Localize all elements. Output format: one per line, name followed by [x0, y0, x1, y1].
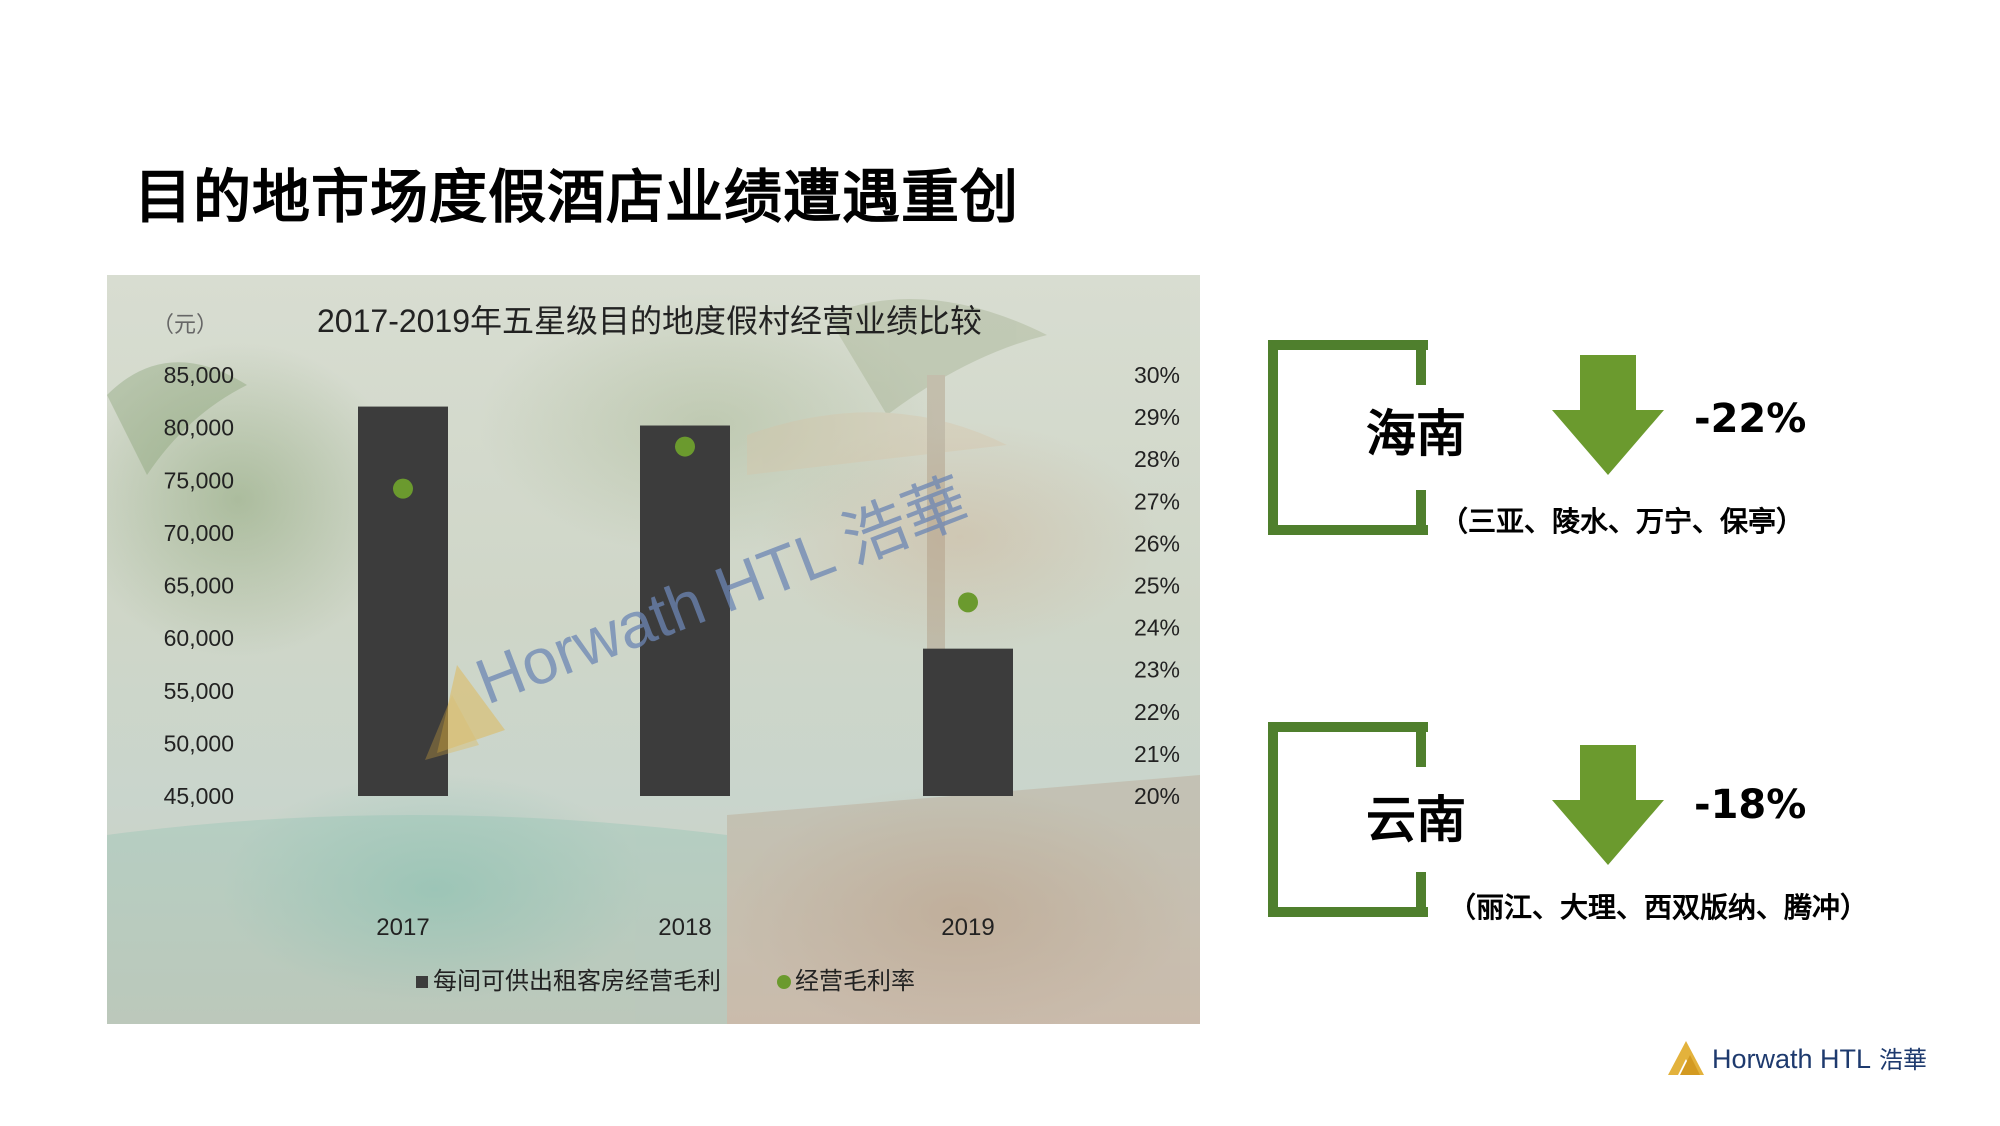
bar-series [358, 406, 1013, 796]
margin-point-2018 [675, 436, 695, 457]
y-tick-label: 50,000 [164, 730, 234, 756]
logo-mark-icon [1668, 1041, 1704, 1075]
y2-axis-ticks: 30% 29% 28% 27% 26% 25% 24% 23% 22% 21% 20% [1134, 362, 1180, 809]
region-name: 海南 [1366, 405, 1466, 463]
y2-tick-label: 30% [1134, 362, 1180, 388]
x-tick-label: 2018 [658, 914, 711, 941]
y2-tick-label: 28% [1134, 446, 1180, 472]
down-arrow-icon [1552, 745, 1664, 865]
legend-swatch-margin [777, 975, 791, 989]
region-name: 云南 [1366, 791, 1466, 849]
y2-tick-label: 29% [1134, 404, 1180, 430]
legend-swatch-bar [416, 976, 428, 988]
y-axis-unit-label: （元） [152, 313, 218, 338]
y2-tick-label: 25% [1134, 573, 1180, 599]
y-tick-label: 85,000 [164, 362, 234, 388]
y2-tick-label: 27% [1134, 488, 1180, 514]
change-percent: -18% [1694, 782, 1807, 828]
margin-series [393, 436, 978, 613]
y-tick-label: 60,000 [164, 625, 234, 651]
chart-panel: 2017-2019年五星级目的地度假村经营业绩比较 （元） 85,000 80,0… [107, 275, 1200, 1024]
margin-point-2017 [393, 478, 413, 499]
watermark-logo [425, 665, 505, 760]
y2-tick-label: 20% [1134, 783, 1180, 809]
legend-label-margin: 经营毛利率 [795, 967, 915, 995]
chart-legend: 每间可供出租客房经营毛利 经营毛利率 [416, 967, 915, 995]
bar-2019 [923, 648, 1013, 796]
bar-2017 [358, 406, 448, 796]
chart-svg: 2017-2019年五星级目的地度假村经营业绩比较 （元） 85,000 80,0… [107, 299, 1200, 1024]
legend-label-bar: 每间可供出租客房经营毛利 [433, 967, 721, 995]
y2-tick-label: 21% [1134, 741, 1180, 767]
y-tick-label: 65,000 [164, 573, 234, 599]
x-tick-label: 2017 [376, 914, 429, 941]
horwath-logo: Horwath HTL 浩華 [1666, 1036, 1927, 1078]
y2-tick-label: 24% [1134, 615, 1180, 641]
y2-tick-label: 22% [1134, 699, 1180, 725]
y-tick-label: 55,000 [164, 678, 234, 704]
bracket-frame [1268, 340, 1428, 535]
bracket-frame [1268, 722, 1428, 917]
y-axis-ticks: 85,000 80,000 75,000 70,000 65,000 60,000 55,0… [164, 362, 234, 809]
y-tick-label: 70,000 [164, 520, 234, 546]
x-tick-label: 2019 [941, 914, 994, 941]
change-percent: -22% [1694, 396, 1807, 442]
y-tick-label: 75,000 [164, 467, 234, 493]
margin-point-2019 [958, 592, 978, 613]
region-areas: （丽江、大理、西双版纳、腾冲） [1448, 891, 1869, 924]
logo-text: Horwath HTL 浩華 [1712, 1043, 1928, 1074]
page-title: 目的地市场度假酒店业绩遭遇重创 [134, 163, 1020, 231]
bar-2018 [640, 425, 730, 796]
x-axis-ticks: 2017 2018 2019 [376, 914, 994, 941]
y-tick-label: 80,000 [164, 415, 234, 441]
region-areas: （三亚、陵水、万宁、保亭） [1440, 505, 1805, 538]
y2-tick-label: 23% [1134, 657, 1180, 683]
chart-title: 2017-2019年五星级目的地度假村经营业绩比较 [317, 303, 982, 339]
down-arrow-icon [1552, 355, 1664, 475]
y-tick-label: 45,000 [164, 783, 234, 809]
y2-tick-label: 26% [1134, 530, 1180, 556]
